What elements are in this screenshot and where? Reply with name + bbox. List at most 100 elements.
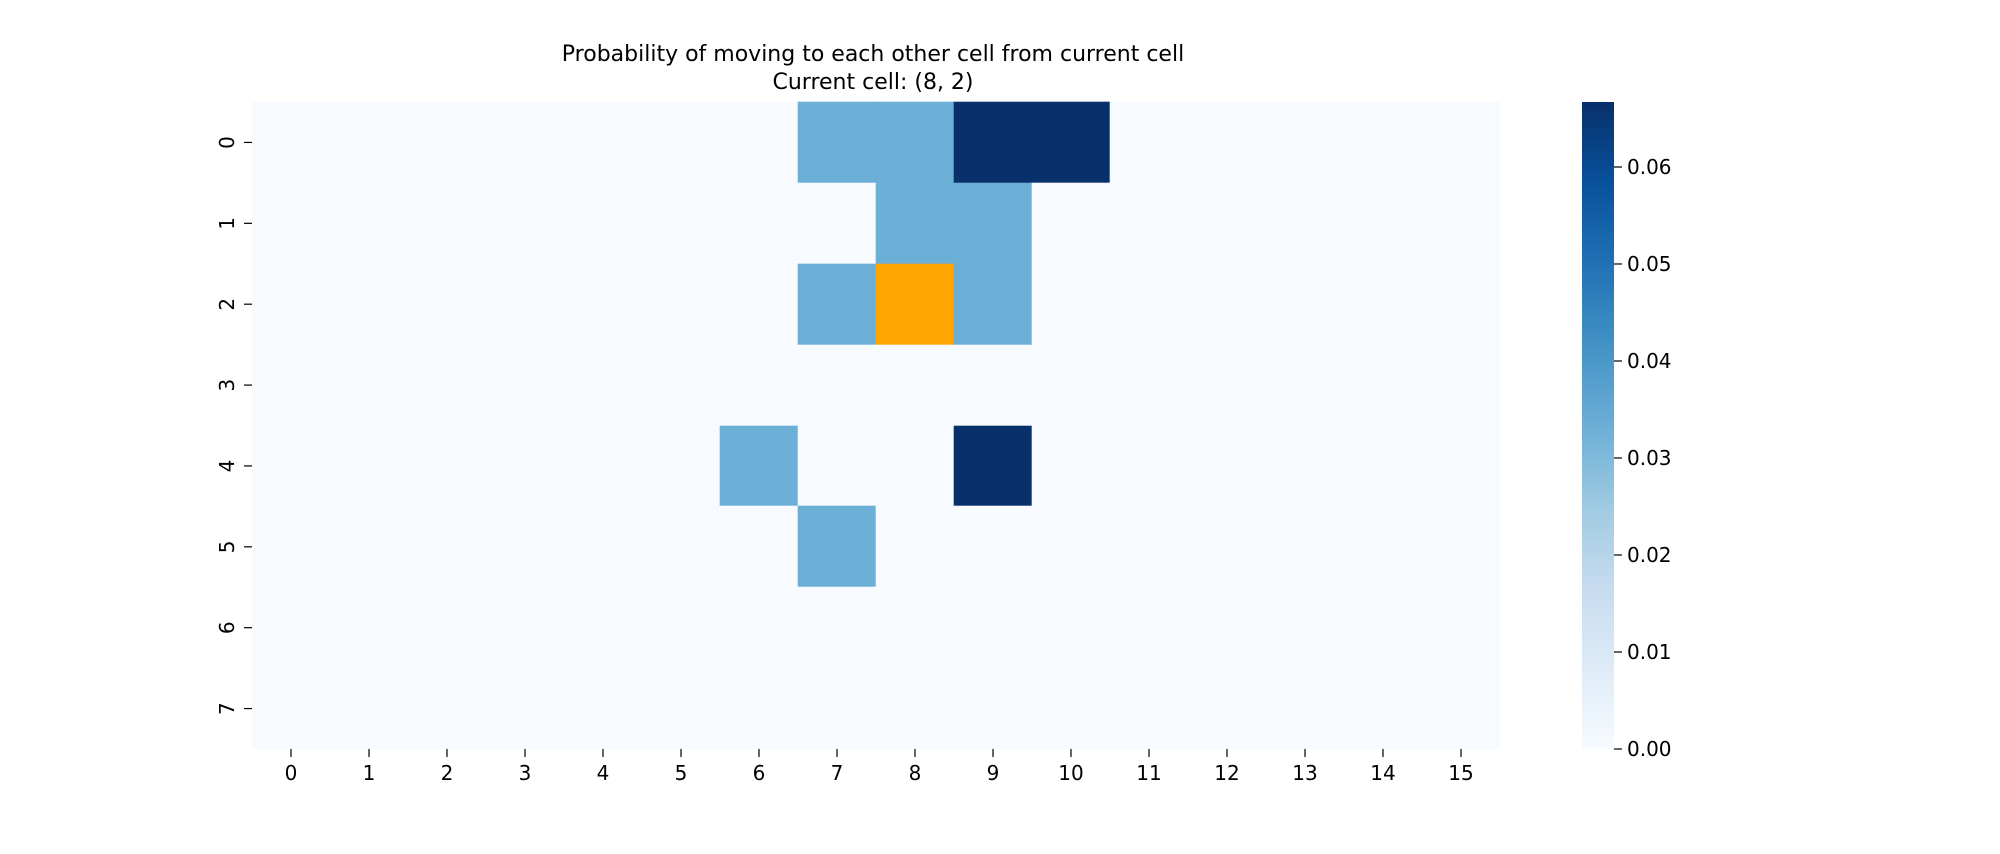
heatmap-cell (953, 505, 1033, 588)
heatmap-cell (953, 344, 1033, 427)
x-tick-label: 1 (363, 761, 376, 785)
heatmap-cell (1421, 263, 1501, 346)
heatmap-cell (1343, 344, 1423, 427)
heatmap-cell (1109, 263, 1189, 346)
x-tick-label: 0 (285, 761, 298, 785)
heatmap-cell (1031, 667, 1111, 750)
heatmap-cell (1187, 182, 1267, 265)
x-tick-label: 10 (1058, 761, 1083, 785)
heatmap-cell (1421, 425, 1501, 507)
heatmap-cell (485, 263, 565, 346)
heatmap-cell (1421, 586, 1501, 669)
heatmap-cell (1421, 182, 1501, 265)
current-cell (875, 263, 955, 346)
heatmap-cell (407, 505, 487, 588)
heatmap-cell (1187, 505, 1267, 588)
y-tick-label: 4 (215, 460, 239, 473)
heatmap-cell (1343, 586, 1423, 669)
heatmap-grid (251, 101, 1501, 750)
x-tick-label: 11 (1136, 761, 1161, 785)
y-tick-label: 5 (215, 540, 239, 553)
colorbar-tick-label: 0.01 (1627, 640, 1672, 664)
colorbar-tick-label: 0.04 (1627, 349, 1672, 373)
x-axis: 0 1 2 3 4 5 6 7 8 9 10 11 12 13 14 15 (285, 749, 1474, 785)
heatmap-cell (719, 101, 799, 184)
heatmap-cell (1031, 263, 1111, 346)
heatmap-cell (1031, 586, 1111, 669)
x-tick-label: 12 (1214, 761, 1239, 785)
heatmap-cell (563, 344, 643, 427)
heatmap-cell (1343, 425, 1423, 507)
heatmap-cell (1109, 505, 1189, 588)
heatmap-cell (1187, 425, 1267, 507)
x-tick-label: 9 (987, 761, 1000, 785)
heatmap-cell (797, 505, 877, 588)
heatmap-cell (797, 182, 877, 265)
heatmap-cell (251, 586, 331, 669)
heatmap-cell (251, 101, 331, 184)
heatmap-cell (875, 344, 955, 427)
heatmap-cell (407, 586, 487, 669)
heatmap-cell (1265, 182, 1345, 265)
heatmap-cell (563, 101, 643, 184)
heatmap-cell (485, 182, 565, 265)
x-tick-label: 8 (909, 761, 922, 785)
heatmap-cell (875, 182, 955, 265)
heatmap-cell (1109, 586, 1189, 669)
heatmap-cell (719, 586, 799, 669)
colorbar-tick-label: 0.03 (1627, 446, 1672, 470)
heatmap-cell (251, 263, 331, 346)
heatmap-cell (875, 101, 955, 184)
heatmap-cell (1421, 101, 1501, 184)
heatmap-cell (1031, 182, 1111, 265)
x-tick-label: 14 (1370, 761, 1395, 785)
heatmap-cell (563, 263, 643, 346)
heatmap-cell (719, 505, 799, 588)
heatmap-cell (1265, 425, 1345, 507)
heatmap-cell (1343, 182, 1423, 265)
heatmap-cell (1031, 101, 1111, 184)
x-tick-label: 15 (1448, 761, 1473, 785)
x-tick-label: 5 (675, 761, 688, 785)
chart-subtitle: Current cell: (8, 2) (772, 70, 973, 95)
heatmap-cell (719, 667, 799, 750)
heatmap-cell (953, 425, 1033, 507)
heatmap-cell (1421, 505, 1501, 588)
heatmap-cell (329, 425, 409, 507)
heatmap-cell (875, 586, 955, 669)
heatmap-cell (485, 667, 565, 750)
heatmap-cell (953, 101, 1033, 184)
colorbar: 0.00 0.01 0.02 0.03 0.04 0.05 0.06 (1582, 102, 1672, 761)
heatmap-cell (797, 425, 877, 507)
heatmap-cell (641, 263, 721, 346)
x-tick-label: 3 (519, 761, 532, 785)
heatmap-cell (407, 344, 487, 427)
heatmap-cell (1109, 182, 1189, 265)
chart-title: Probability of moving to each other cell… (562, 42, 1184, 67)
heatmap-cell (563, 667, 643, 750)
heatmap-cell (1343, 667, 1423, 750)
heatmap-cell (563, 425, 643, 507)
heatmap-cell (251, 425, 331, 507)
heatmap-cell (329, 505, 409, 588)
heatmap-cell (875, 505, 955, 588)
heatmap-cell (1109, 425, 1189, 507)
heatmap-cell (1187, 344, 1267, 427)
heatmap-cell (953, 182, 1033, 265)
y-tick-label: 3 (215, 379, 239, 392)
x-tick-label: 4 (597, 761, 610, 785)
heatmap-cell (251, 505, 331, 588)
heatmap-cell (797, 344, 877, 427)
heatmap-cell (1265, 344, 1345, 427)
y-tick-label: 2 (215, 298, 239, 311)
heatmap-cell (1343, 101, 1423, 184)
y-tick-label: 1 (215, 217, 239, 230)
heatmap-cell (251, 667, 331, 750)
colorbar-tick-label: 0.02 (1627, 543, 1672, 567)
heatmap-cell (797, 667, 877, 750)
heatmap-cell (329, 263, 409, 346)
heatmap-cell (1265, 667, 1345, 750)
colorbar-gradient (1582, 102, 1614, 749)
heatmap-cell (641, 182, 721, 265)
